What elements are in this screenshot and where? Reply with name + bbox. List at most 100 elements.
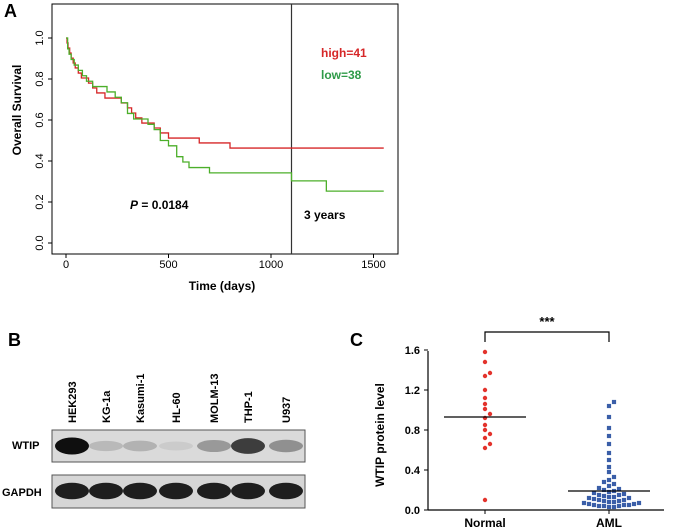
normal-point <box>482 445 488 451</box>
aml-point <box>626 502 632 508</box>
aml-point <box>606 477 612 483</box>
aml-point <box>601 493 607 499</box>
band-wtip <box>55 437 89 455</box>
band-gapdh <box>197 482 231 500</box>
band-wtip <box>269 439 303 453</box>
normal-point <box>482 349 488 355</box>
y-tick-label: 0.4 <box>34 153 46 168</box>
panel-a: A Overall Survival Time (days) 0.0 0.2 0.4… <box>4 1 399 293</box>
normal-point <box>487 370 493 376</box>
band-gapdh <box>89 482 123 500</box>
aml-point <box>606 457 612 463</box>
aml-point <box>626 495 632 501</box>
normal-point <box>487 411 493 417</box>
panel-c-mean-lines <box>444 416 650 492</box>
panel-a-plot-frame <box>51 3 399 255</box>
aml-point <box>606 494 612 500</box>
panel-a-y-axis-label: Overall Survival <box>10 65 24 156</box>
panel-c-letter: C <box>350 330 363 350</box>
panel-c-points <box>482 349 642 510</box>
aml-point <box>611 481 617 487</box>
panel-c: C WTIP protein level 0.0 0.4 0.8 1.2 1.6 Nor… <box>350 314 664 529</box>
aml-point <box>606 450 612 456</box>
aml-point <box>596 503 602 509</box>
band-wtip <box>159 441 193 451</box>
aml-point <box>606 433 612 439</box>
aml-point <box>616 503 622 509</box>
aml-point <box>606 425 612 431</box>
panel-a-x-ticks: 0 500 1000 1500 <box>63 254 386 271</box>
x-tick-label: 1500 <box>361 259 385 271</box>
aml-point <box>596 485 602 491</box>
band-gapdh <box>159 482 193 500</box>
panel-a-x-axis-label: Time (days) <box>189 279 255 293</box>
blot-row-label-wtip: WTIP <box>12 440 40 452</box>
aml-point <box>581 500 587 506</box>
legend-high: high=41 <box>321 46 367 60</box>
lane-label: HEK293 <box>67 381 79 423</box>
y-tick-label: 1.2 <box>405 385 420 397</box>
lane-label: KG-1a <box>101 390 113 423</box>
aml-point <box>611 494 617 500</box>
lane-label: U937 <box>281 397 293 423</box>
normal-point <box>482 427 488 433</box>
blot-bands <box>55 437 303 500</box>
y-tick-label: 1.6 <box>405 345 420 357</box>
band-gapdh <box>269 482 303 500</box>
aml-point <box>586 501 592 507</box>
panel-a-curves <box>66 37 384 192</box>
band-gapdh <box>123 482 157 500</box>
aml-point <box>606 441 612 447</box>
normal-point <box>482 395 488 401</box>
aml-point <box>606 499 612 505</box>
aml-point <box>621 497 627 503</box>
panel-b-letter: B <box>8 330 21 350</box>
aml-point <box>601 503 607 509</box>
aml-point <box>606 464 612 470</box>
normal-point <box>482 401 488 407</box>
x-tick-label: 0 <box>63 259 69 271</box>
y-tick-label: 0.2 <box>34 194 46 209</box>
lane-label: Kasumi-1 <box>135 373 147 423</box>
aml-point <box>621 502 627 508</box>
survival-curve-low <box>66 37 384 192</box>
aml-point <box>611 499 617 505</box>
aml-point <box>606 414 612 420</box>
panel-c-y-ticks: 0.0 0.4 0.8 1.2 1.6 <box>405 345 428 517</box>
normal-point <box>482 406 488 412</box>
lane-labels: HEK293 KG-1a Kasumi-1 HL-60 MOLM-13 THP-1 U937 <box>67 373 293 423</box>
normal-point <box>487 441 493 447</box>
panel-b: B HEK293 KG-1a Kasumi-1 HL-60 MOLM-13 THP-1 U9… <box>2 330 306 509</box>
band-gapdh <box>231 482 265 500</box>
aml-point <box>606 504 612 510</box>
band-wtip <box>197 439 231 453</box>
normal-point <box>487 431 493 437</box>
aml-point <box>606 489 612 495</box>
significance-bracket <box>484 331 610 342</box>
aml-point <box>591 490 597 496</box>
band-gapdh <box>55 482 89 500</box>
y-tick-label: 0.8 <box>405 425 420 437</box>
lane-label: THP-1 <box>243 391 255 423</box>
y-tick-label: 1.0 <box>34 30 46 45</box>
y-tick-label: 0.4 <box>405 465 421 477</box>
aml-point <box>611 399 617 405</box>
y-tick-label: 0.0 <box>405 505 420 517</box>
lane-label: MOLM-13 <box>209 374 221 424</box>
band-wtip <box>231 438 265 454</box>
aml-point <box>591 496 597 502</box>
aml-point <box>591 502 597 508</box>
panel-c-y-axis-label: WTIP protein level <box>373 383 387 487</box>
normal-point <box>482 435 488 441</box>
aml-point <box>611 504 617 510</box>
y-tick-label: 0.8 <box>34 71 46 86</box>
y-tick-label: 0.0 <box>34 235 46 250</box>
aml-point <box>586 495 592 501</box>
legend-low: low=38 <box>321 68 362 82</box>
aml-point <box>606 483 612 489</box>
aml-point <box>616 498 622 504</box>
panel-c-x-ticks: Normal AML <box>464 510 622 529</box>
band-wtip <box>89 440 123 452</box>
significance-stars: *** <box>539 314 555 329</box>
